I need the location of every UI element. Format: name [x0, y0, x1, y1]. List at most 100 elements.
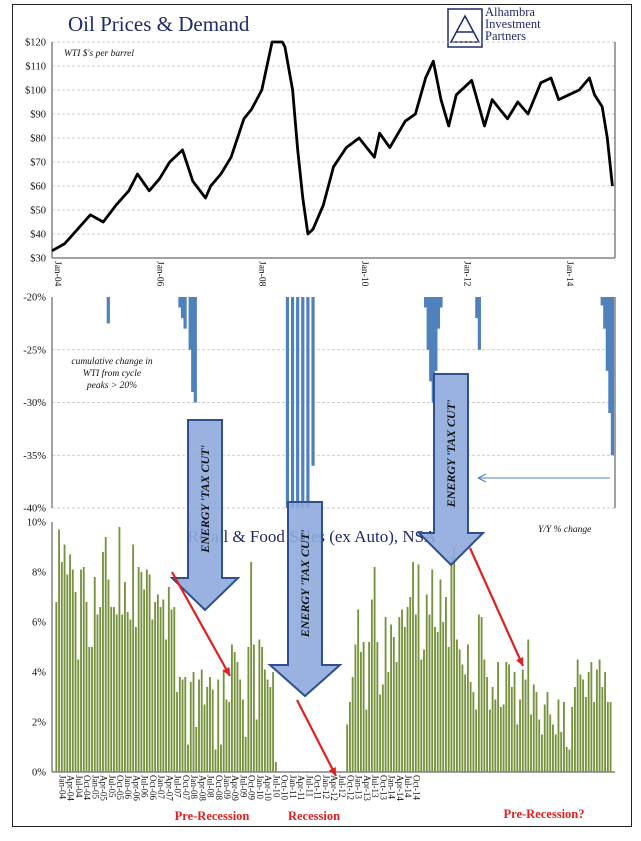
- retail-bar: [159, 607, 162, 772]
- red-arrowhead-icon: [516, 657, 524, 666]
- retail-bar: [576, 659, 579, 772]
- retail-bar: [464, 674, 467, 772]
- retail-bar: [170, 609, 173, 772]
- red-arrowhead-icon: [222, 667, 230, 676]
- retail-bar: [365, 709, 368, 772]
- retail-bar: [362, 642, 365, 772]
- retail-bar: [447, 647, 450, 772]
- retail-bar: [439, 579, 442, 772]
- retail-bar: [132, 544, 135, 772]
- retail-bar: [115, 614, 118, 772]
- retail-bar: [88, 647, 91, 772]
- y-tick-label: 2%: [32, 718, 46, 729]
- red-arrow-line: [468, 547, 525, 667]
- retail-bar: [409, 597, 412, 772]
- x-tick-label: Oct-07: [181, 775, 191, 800]
- x-tick-label: Jan-14: [387, 775, 397, 799]
- y-tick-label: -40%: [23, 504, 46, 515]
- retail-bar: [510, 687, 513, 772]
- energy-tax-cut-arrow-3: ENERGY 'TAX CUT': [416, 373, 486, 567]
- retail-bar: [354, 644, 357, 772]
- x-tick-label: Jul-05: [107, 775, 117, 798]
- x-tick-label: Jan-11: [288, 775, 298, 799]
- retail-bar: [403, 627, 406, 772]
- retail-bar: [450, 557, 453, 772]
- retail-bar: [373, 567, 376, 772]
- wti-price-line: [51, 40, 614, 253]
- drawdown-bar: [605, 297, 609, 371]
- retail-bar: [469, 682, 472, 772]
- retail-bar: [573, 687, 576, 772]
- retail-bar: [488, 709, 491, 772]
- retail-bar: [486, 677, 489, 772]
- retail-bar: [346, 724, 349, 772]
- x-tick-label: Jan-04: [57, 775, 67, 799]
- retail-bar: [532, 684, 535, 772]
- retail-bar: [165, 639, 167, 772]
- x-tick-label: Oct-05: [115, 775, 125, 800]
- retail-bar: [543, 704, 546, 772]
- y-tick-label: 0%: [32, 768, 46, 779]
- retail-bar: [601, 687, 604, 772]
- panel-annotation: peaks > 20%: [86, 381, 137, 391]
- retail-bar: [189, 682, 192, 772]
- y-tick-label: -35%: [23, 451, 46, 462]
- retail-bar: [530, 714, 532, 772]
- x-tick-label: Apr-11: [296, 775, 306, 800]
- retail-bar: [206, 687, 209, 772]
- retail-bar: [590, 662, 593, 772]
- retail-bar: [434, 627, 436, 772]
- retail-bar: [77, 659, 80, 772]
- retail-bar: [423, 649, 425, 772]
- retail-bar: [351, 677, 354, 772]
- drawdown-bar: [477, 297, 481, 350]
- retail-bar: [266, 679, 269, 772]
- retail-bar: [211, 689, 214, 772]
- retail-bar: [535, 692, 538, 772]
- drawdown-bar: [431, 297, 435, 403]
- retail-bar: [123, 582, 126, 772]
- retail-bar: [241, 699, 244, 772]
- y-tick-label: $120: [25, 38, 46, 49]
- drawdown-bar: [178, 297, 182, 308]
- retail-bar: [274, 762, 277, 772]
- panel-annotation: Y/Y % change: [538, 525, 591, 535]
- retail-bar: [456, 639, 458, 772]
- retail-bar: [102, 552, 104, 772]
- x-tick-label: Oct-09: [247, 775, 257, 800]
- x-tick-label: Oct-12: [345, 775, 355, 800]
- retail-bar: [231, 644, 233, 772]
- x-tick-label: Oct-14: [411, 775, 421, 800]
- retail-bar: [220, 744, 222, 772]
- retail-bar: [348, 702, 351, 772]
- retail-bar: [379, 694, 382, 772]
- retail-bar: [126, 612, 129, 772]
- y-tick-label: $90: [30, 110, 46, 121]
- x-tick-label: Jul-07: [173, 775, 183, 798]
- panel-annotation: cumulative change in: [71, 357, 153, 367]
- y-tick-label: 8%: [32, 568, 46, 579]
- x-tick-label: Jan-13: [354, 775, 364, 799]
- retail-bar: [461, 664, 464, 772]
- block-arrow-shape: [267, 501, 343, 698]
- x-tick-label: Jan-05: [90, 775, 100, 799]
- retail-bar: [214, 749, 217, 772]
- retail-bar: [137, 567, 140, 772]
- retail-bar: [143, 589, 146, 772]
- x-tick-label: Jan-04: [52, 261, 62, 287]
- x-tick-label: Jan-14: [564, 261, 574, 287]
- y-tick-label: $60: [30, 182, 46, 193]
- drawdown-bar: [301, 297, 305, 508]
- retail-bar: [436, 632, 439, 772]
- retail-bar: [499, 707, 502, 772]
- retail-bar: [527, 639, 530, 772]
- retail-bar: [140, 572, 143, 772]
- retail-bar: [453, 547, 456, 772]
- retail-bar: [425, 594, 428, 772]
- energy-tax-cut-arrow-1: ENERGY 'TAX CUT': [169, 419, 241, 612]
- retail-bar: [480, 617, 483, 772]
- retail-bar: [390, 624, 392, 772]
- red-arrow-line: [296, 699, 337, 777]
- x-tick-label: Jul-13: [370, 775, 380, 798]
- retail-bar: [200, 669, 203, 772]
